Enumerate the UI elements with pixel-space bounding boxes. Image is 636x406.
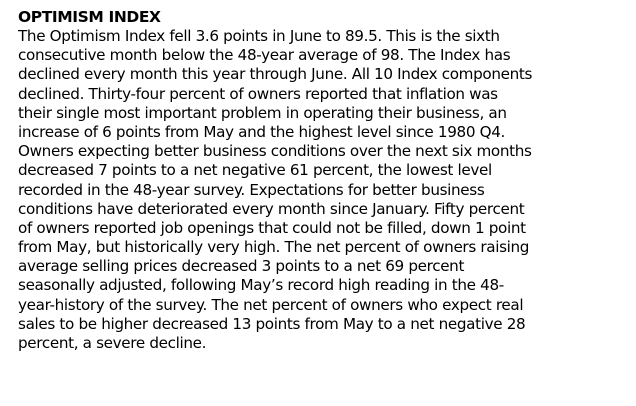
document: OPTIMISM INDEX The Optimism Index fell 3… — [18, 7, 618, 353]
paragraph-line: increase of 6 points from May and the hi… — [18, 122, 506, 141]
paragraph-line: seasonally adjusted, following May’s rec… — [18, 276, 504, 295]
paragraph-line: declined every month this year through J… — [18, 65, 533, 84]
paragraph-line: conditions have deteriorated every month… — [18, 199, 525, 218]
paragraph-line: average selling prices decreased 3 point… — [18, 257, 465, 276]
body-paragraph: The Optimism Index fell 3.6 points in Ju… — [18, 27, 618, 353]
section-heading: OPTIMISM INDEX — [18, 8, 161, 26]
paragraph-line: The Optimism Index fell 3.6 points in Ju… — [18, 27, 500, 45]
paragraph-line: recorded in the 48-year survey. Expectat… — [18, 180, 485, 199]
paragraph-line: Owners expecting better business conditi… — [18, 142, 532, 161]
paragraph-line: sales to be higher decreased 13 points f… — [18, 314, 526, 333]
paragraph-line: consecutive month below the 48-year aver… — [18, 46, 511, 65]
paragraph-line: from May, but historically very high. Th… — [18, 238, 530, 257]
paragraph-line: percent, a severe decline. — [18, 334, 207, 352]
paragraph-line: declined. Thirty-four percent of owners … — [18, 84, 498, 103]
paragraph-line: decreased 7 points to a net negative 61 … — [18, 161, 492, 180]
paragraph-line: year-history of the survey. The net perc… — [18, 295, 524, 314]
paragraph-line: their single most important problem in o… — [18, 103, 507, 122]
paragraph-line: of owners reported job openings that cou… — [18, 218, 526, 237]
